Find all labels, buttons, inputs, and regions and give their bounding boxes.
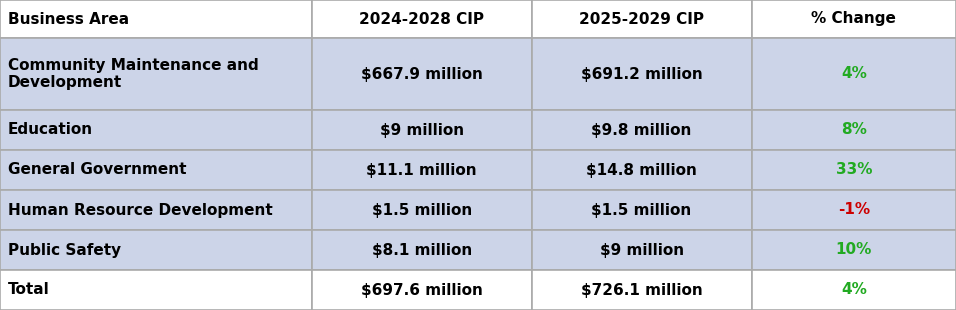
Text: $11.1 million: $11.1 million	[366, 162, 477, 178]
Text: Community Maintenance and
Development: Community Maintenance and Development	[8, 58, 258, 90]
Bar	[751, 38, 956, 110]
Bar	[0, 230, 312, 270]
Bar	[751, 150, 956, 190]
Text: 4%: 4%	[841, 67, 867, 82]
Bar	[532, 150, 751, 190]
Bar	[532, 110, 751, 150]
Text: 4%: 4%	[841, 282, 867, 298]
Bar	[0, 270, 312, 310]
Bar	[312, 270, 532, 310]
Text: $697.6 million: $697.6 million	[360, 282, 483, 298]
Bar	[312, 110, 532, 150]
Text: Total: Total	[8, 282, 50, 298]
Text: 2025-2029 CIP: 2025-2029 CIP	[579, 11, 704, 26]
Text: $1.5 million: $1.5 million	[592, 202, 692, 218]
Text: $9 million: $9 million	[380, 122, 464, 138]
Bar	[751, 230, 956, 270]
Bar	[532, 190, 751, 230]
Bar	[312, 230, 532, 270]
Bar	[532, 38, 751, 110]
Bar	[751, 190, 956, 230]
Text: Human Resource Development: Human Resource Development	[8, 202, 272, 218]
Text: 2024-2028 CIP: 2024-2028 CIP	[359, 11, 485, 26]
Text: $1.5 million: $1.5 million	[372, 202, 472, 218]
Text: General Government: General Government	[8, 162, 186, 178]
Text: -1%: -1%	[837, 202, 870, 218]
Bar	[751, 270, 956, 310]
Bar	[0, 110, 312, 150]
Text: Business Area: Business Area	[8, 11, 129, 26]
Text: Public Safety: Public Safety	[8, 242, 120, 258]
Bar	[312, 190, 532, 230]
Text: 33%: 33%	[836, 162, 872, 178]
Text: $691.2 million: $691.2 million	[580, 67, 703, 82]
Text: Education: Education	[8, 122, 93, 138]
Text: $14.8 million: $14.8 million	[586, 162, 697, 178]
Bar	[0, 190, 312, 230]
Text: $9 million: $9 million	[599, 242, 684, 258]
Bar	[0, 38, 312, 110]
Bar	[312, 38, 532, 110]
Text: % Change: % Change	[812, 11, 896, 26]
Bar	[312, 0, 532, 38]
Bar	[751, 110, 956, 150]
Bar	[532, 270, 751, 310]
Text: $8.1 million: $8.1 million	[372, 242, 472, 258]
Bar	[0, 150, 312, 190]
Text: 10%: 10%	[836, 242, 872, 258]
Bar	[751, 0, 956, 38]
Text: $726.1 million: $726.1 million	[580, 282, 703, 298]
Text: $667.9 million: $667.9 million	[360, 67, 483, 82]
Bar	[0, 0, 312, 38]
Text: 8%: 8%	[841, 122, 867, 138]
Bar	[532, 0, 751, 38]
Bar	[532, 230, 751, 270]
Bar	[312, 150, 532, 190]
Text: $9.8 million: $9.8 million	[592, 122, 692, 138]
